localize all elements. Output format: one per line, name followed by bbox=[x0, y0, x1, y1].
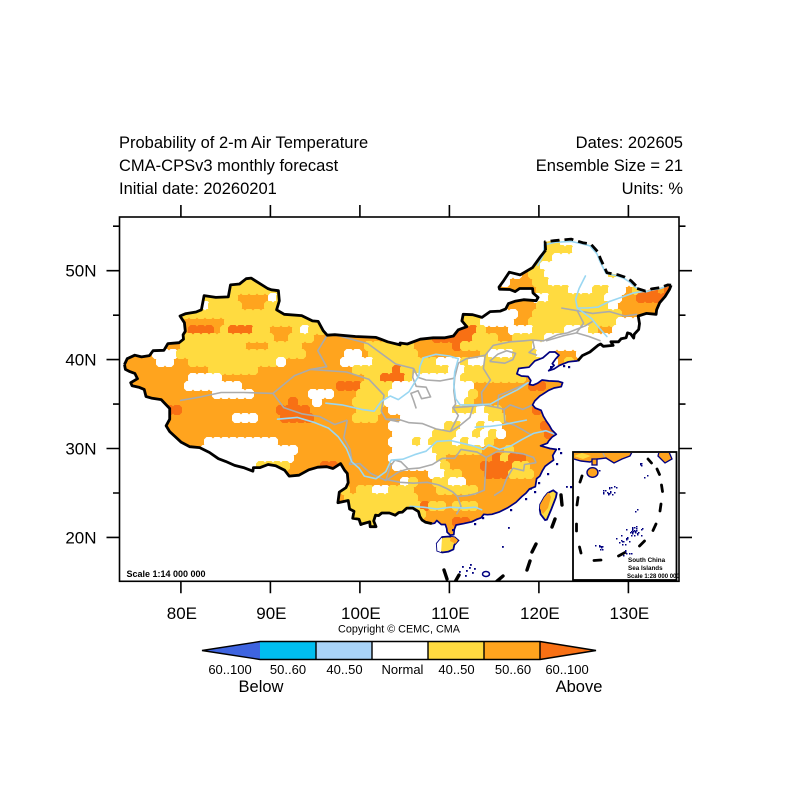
svg-text:120E: 120E bbox=[520, 604, 560, 623]
svg-text:Scale 1:14 000 000: Scale 1:14 000 000 bbox=[127, 569, 206, 579]
svg-text:CMA-CPSv3 monthly forecast: CMA-CPSv3 monthly forecast bbox=[119, 157, 339, 175]
svg-text:Copyright © CEMC, CMA: Copyright © CEMC, CMA bbox=[338, 624, 461, 636]
svg-text:30N: 30N bbox=[65, 440, 96, 459]
svg-text:110E: 110E bbox=[431, 604, 469, 623]
svg-text:50..60: 50..60 bbox=[495, 662, 531, 677]
svg-text:60..100: 60..100 bbox=[545, 662, 588, 677]
svg-text:20N: 20N bbox=[65, 528, 96, 547]
svg-text:40N: 40N bbox=[65, 351, 96, 370]
svg-text:Units: %: Units: % bbox=[622, 180, 684, 198]
svg-text:90E: 90E bbox=[256, 604, 286, 623]
svg-text:Ensemble Size = 21: Ensemble Size = 21 bbox=[536, 157, 683, 175]
svg-text:80E: 80E bbox=[167, 604, 197, 623]
svg-text:Sea Islands: Sea Islands bbox=[628, 565, 663, 572]
svg-text:130E: 130E bbox=[610, 604, 650, 623]
svg-text:Below: Below bbox=[239, 678, 284, 696]
svg-text:Dates: 202605: Dates: 202605 bbox=[576, 134, 683, 152]
svg-text:Scale 1:28 000 000: Scale 1:28 000 000 bbox=[627, 574, 680, 580]
svg-text:South China: South China bbox=[628, 557, 666, 564]
svg-text:40..50: 40..50 bbox=[326, 662, 362, 677]
svg-text:50N: 50N bbox=[65, 262, 96, 281]
svg-text:100E: 100E bbox=[341, 604, 381, 623]
svg-text:Initial date: 20260201: Initial date: 20260201 bbox=[119, 180, 277, 198]
svg-text:50..60: 50..60 bbox=[270, 662, 306, 677]
svg-text:Above: Above bbox=[556, 678, 603, 696]
svg-text:Normal: Normal bbox=[382, 662, 424, 677]
svg-text:60..100: 60..100 bbox=[208, 662, 251, 677]
svg-text:Probability of 2-m Air Tempera: Probability of 2-m Air Temperature bbox=[119, 134, 368, 152]
svg-text:40..50: 40..50 bbox=[438, 662, 474, 677]
